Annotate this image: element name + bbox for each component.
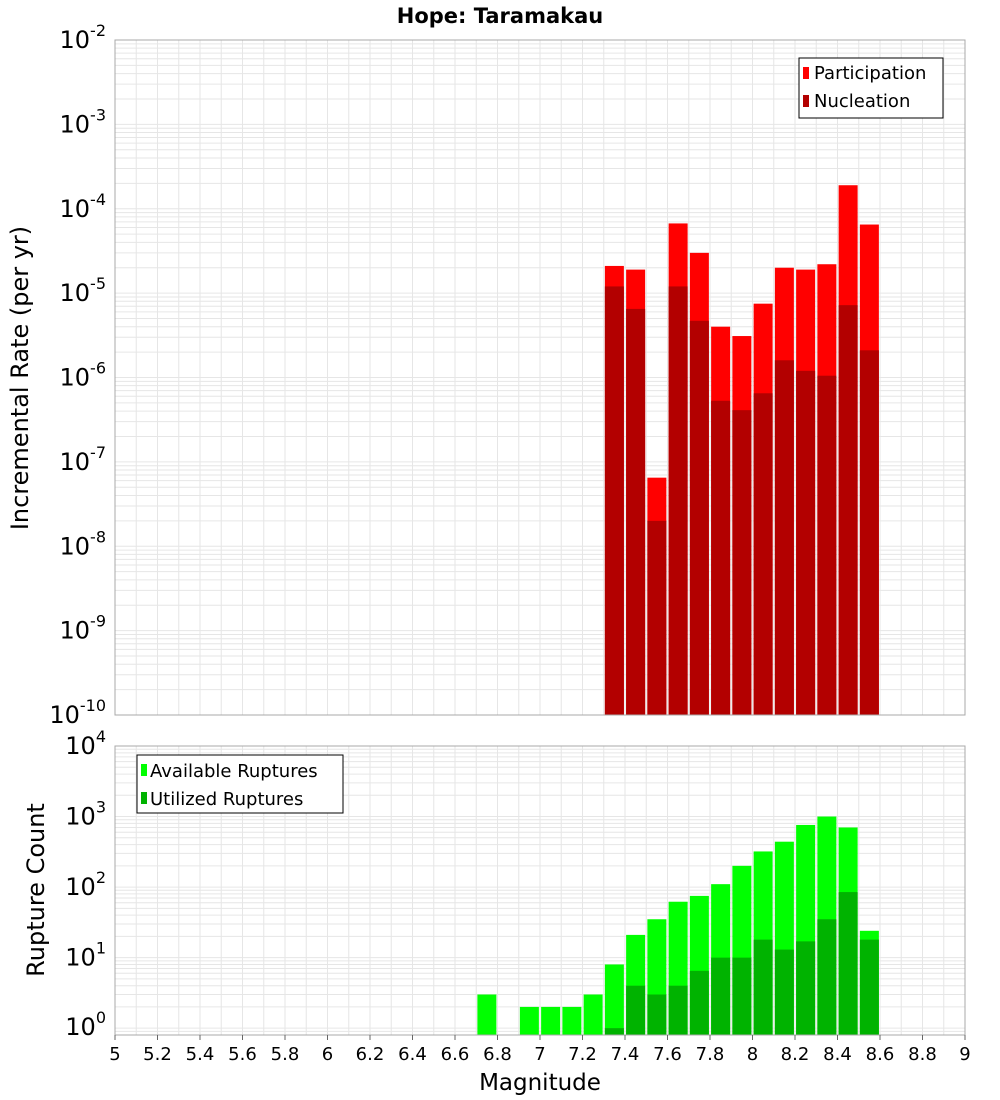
x-tick-label: 8.2 [781, 1044, 810, 1065]
legend-swatch-utilized [141, 792, 147, 804]
x-tick-label: 7.4 [611, 1044, 640, 1065]
rate-bar-nucleation [689, 320, 709, 715]
rate-bar-nucleation [796, 370, 816, 715]
x-tick-label: 6.8 [483, 1044, 512, 1065]
rate-bar-nucleation [647, 520, 667, 715]
x-tick-label: 8.8 [908, 1044, 937, 1065]
x-tick-label: 6.2 [356, 1044, 385, 1065]
legend-swatch-participation [803, 67, 809, 79]
x-tick-label: 9 [959, 1044, 970, 1065]
count-bar-utilized-ruptures [796, 941, 816, 1035]
y-tick-label: 10-8 [60, 527, 107, 560]
rate-bar-nucleation [604, 286, 624, 715]
x-tick-label: 8.4 [823, 1044, 852, 1065]
x-tick-label: 7.8 [696, 1044, 725, 1065]
y-tick-label: 10-7 [60, 443, 107, 476]
rate-bar-nucleation [732, 410, 752, 715]
count-bar-utilized-ruptures [732, 957, 752, 1035]
count-bar-utilized-ruptures [817, 919, 837, 1035]
count-bar-available-ruptures [562, 1006, 582, 1035]
rate-legend-box [798, 57, 944, 119]
y-tick-label: 104 [65, 727, 106, 760]
count-bar-available-ruptures [541, 1006, 561, 1035]
count-bar-utilized-ruptures [774, 949, 794, 1035]
count-bar-utilized-ruptures [859, 939, 879, 1035]
count-bar-available-ruptures [583, 994, 603, 1035]
count-bar-utilized-ruptures [668, 985, 688, 1035]
count-axis-label: Rupture Count [22, 803, 50, 977]
rate-bar-nucleation [838, 305, 858, 715]
count-panel-bars [477, 816, 879, 1035]
y-tick-label: 100 [65, 1008, 106, 1041]
rate-axis-label: Incremental Rate (per yr) [6, 226, 34, 530]
y-tick-label: 10-9 [60, 612, 107, 645]
y-tick-label: 101 [65, 939, 106, 972]
y-tick-label: 103 [65, 798, 106, 831]
x-tick-label: 5.2 [143, 1044, 172, 1065]
rate-bar-nucleation [626, 308, 646, 715]
rupture-legend: Available Ruptures Utilized Ruptures [136, 754, 344, 814]
y-tick-label: 10-3 [60, 105, 107, 138]
rate-panel: 10-2 10-3 10-4 10-5 10-6 10-7 10-8 10-9 10-10 In… [6, 21, 966, 729]
rate-panel-y-ticks: 10-2 10-3 10-4 10-5 10-6 10-7 10-8 10-9 10-10 [49, 21, 106, 729]
count-bar-utilized-ruptures [838, 892, 858, 1035]
rate-bar-nucleation [711, 400, 731, 715]
x-tick-label: 7.2 [568, 1044, 597, 1065]
count-bar-available-ruptures [477, 994, 497, 1035]
rate-panel-frame [114, 39, 966, 716]
rate-bar-nucleation [753, 393, 773, 715]
y-tick-label: 10-6 [60, 359, 107, 392]
y-tick-label: 10-5 [60, 274, 107, 307]
magnitude-x-ticks: 5 5.2 5.4 5.6 5.8 6 6.2 6.4 6.6 6.8 7 7.2 7.4 7.6 7.8 8… [109, 1035, 971, 1065]
y-tick-label: 10-10 [49, 696, 106, 729]
count-bar-utilized-ruptures [647, 994, 667, 1035]
count-bar-utilized-ruptures [753, 939, 773, 1035]
x-tick-label: 8.6 [866, 1044, 895, 1065]
x-tick-label: 7.6 [653, 1044, 682, 1065]
rupture-legend-box [136, 754, 344, 814]
rate-panel-grid [114, 40, 966, 716]
count-bar-utilized-ruptures [604, 1028, 624, 1035]
x-tick-label: 5.4 [186, 1044, 215, 1065]
x-tick-label: 6.6 [441, 1044, 470, 1065]
count-panel-y-ticks: 104 103 102 101 100 [65, 727, 106, 1041]
legend-label-utilized: Utilized Ruptures [150, 789, 303, 810]
rate-bar-nucleation [817, 375, 837, 715]
y-tick-label: 102 [65, 868, 106, 901]
count-bar-utilized-ruptures [689, 970, 709, 1035]
rate-legend: Participation Nucleation [798, 57, 944, 119]
legend-swatch-nucleation [803, 95, 809, 107]
x-tick-label: 5 [109, 1044, 120, 1065]
count-panel: 104 103 102 101 100 5 5.2 5.4 5.6 5.8 6 6.2 6.4 6.6 6… [22, 727, 971, 1096]
x-tick-label: 5.6 [228, 1044, 257, 1065]
x-tick-label: 5.8 [271, 1044, 300, 1065]
legend-swatch-available [141, 764, 147, 776]
magnitude-axis-label: Magnitude [479, 1070, 601, 1096]
y-tick-label: 10-4 [60, 190, 107, 223]
count-bar-utilized-ruptures [626, 985, 646, 1035]
x-tick-label: 6 [322, 1044, 333, 1065]
rate-bar-nucleation [668, 286, 688, 715]
x-tick-label: 6.4 [398, 1044, 427, 1065]
count-bar-available-ruptures [604, 964, 624, 1035]
legend-label-nucleation: Nucleation [814, 91, 910, 112]
rate-bar-nucleation [774, 360, 794, 715]
legend-label-participation: Participation [814, 63, 926, 84]
rate-bar-nucleation [859, 350, 879, 715]
x-tick-label: 8 [747, 1044, 758, 1065]
rate-panel-bars [604, 185, 879, 716]
x-tick-label: 7 [534, 1044, 545, 1065]
chart-title: Hope: Taramakau [397, 4, 603, 28]
y-tick-label: 10-2 [60, 21, 107, 54]
count-bar-utilized-ruptures [711, 957, 731, 1035]
count-bar-available-ruptures [519, 1006, 539, 1035]
legend-label-available: Available Ruptures [150, 761, 318, 782]
